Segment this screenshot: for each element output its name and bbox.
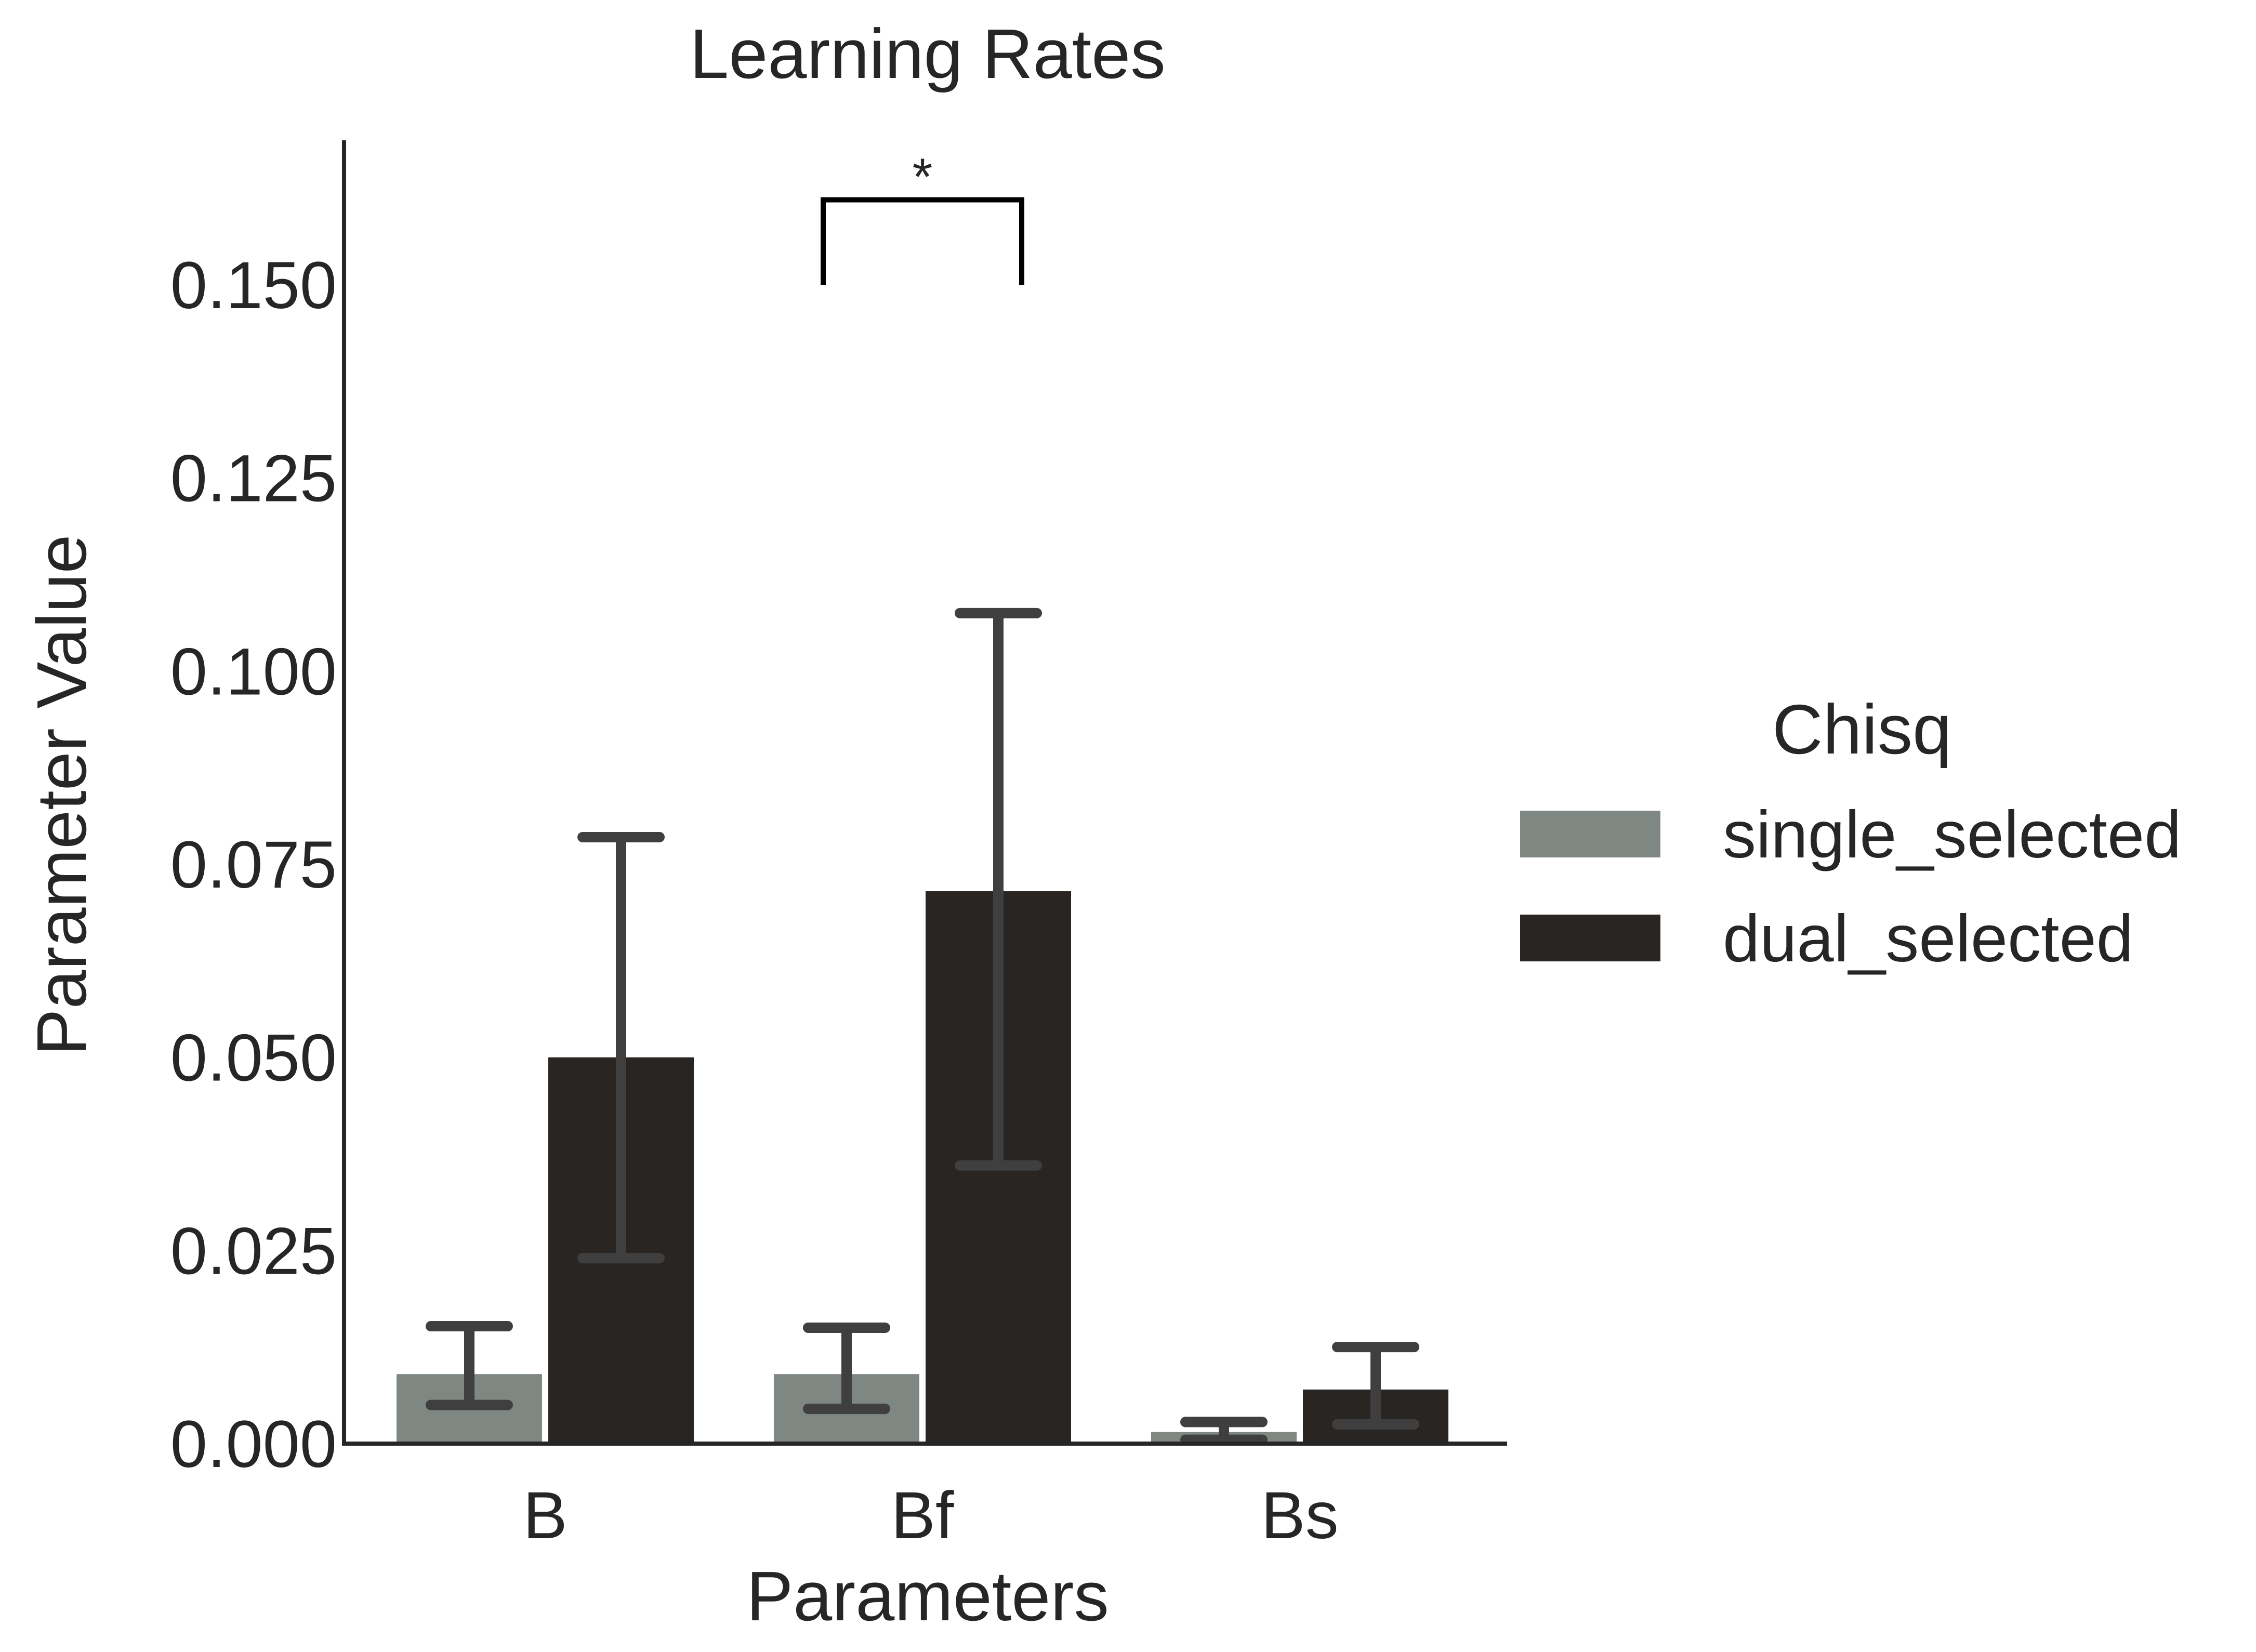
y-tick-label: 0.075 bbox=[170, 828, 337, 902]
axes bbox=[342, 140, 1507, 1446]
bars bbox=[397, 891, 1448, 1444]
legend-label: dual_selected bbox=[1723, 902, 2133, 976]
legend-label: single_selected bbox=[1723, 798, 2181, 872]
y-tick-label: 0.050 bbox=[170, 1021, 337, 1095]
error-bars bbox=[426, 607, 1419, 1445]
y-tick-label: 0.125 bbox=[170, 442, 337, 516]
legend-swatch bbox=[1520, 811, 1660, 857]
significance-annotation: * bbox=[821, 148, 1024, 285]
legend-title: Chisq bbox=[1772, 690, 1951, 769]
y-tick-label: 0.100 bbox=[170, 635, 337, 709]
y-tick-label: 0.150 bbox=[170, 248, 337, 323]
y-tick-label: 0.025 bbox=[170, 1214, 337, 1288]
legend-swatch bbox=[1520, 915, 1660, 961]
y-axis-label: Parameter Value bbox=[22, 534, 101, 1055]
y-tick-label: 0.000 bbox=[170, 1407, 337, 1482]
x-axis-label: Parameters bbox=[746, 1557, 1109, 1635]
y-tick-labels: 0.000 0.025 0.050 0.075 0.100 0.125 0.150 bbox=[170, 248, 337, 1482]
chart-title: Learning Rates bbox=[690, 15, 1166, 93]
significance-bracket bbox=[821, 197, 1024, 285]
x-tick-label: Bs bbox=[1261, 1478, 1338, 1553]
x-tick-labels: B Bf Bs bbox=[523, 1478, 1338, 1553]
x-tick-label: B bbox=[523, 1478, 567, 1553]
legend: Chisq single_selected dual_selected bbox=[1520, 690, 2181, 976]
significance-star: * bbox=[913, 148, 933, 206]
x-tick-label: Bf bbox=[891, 1478, 954, 1553]
